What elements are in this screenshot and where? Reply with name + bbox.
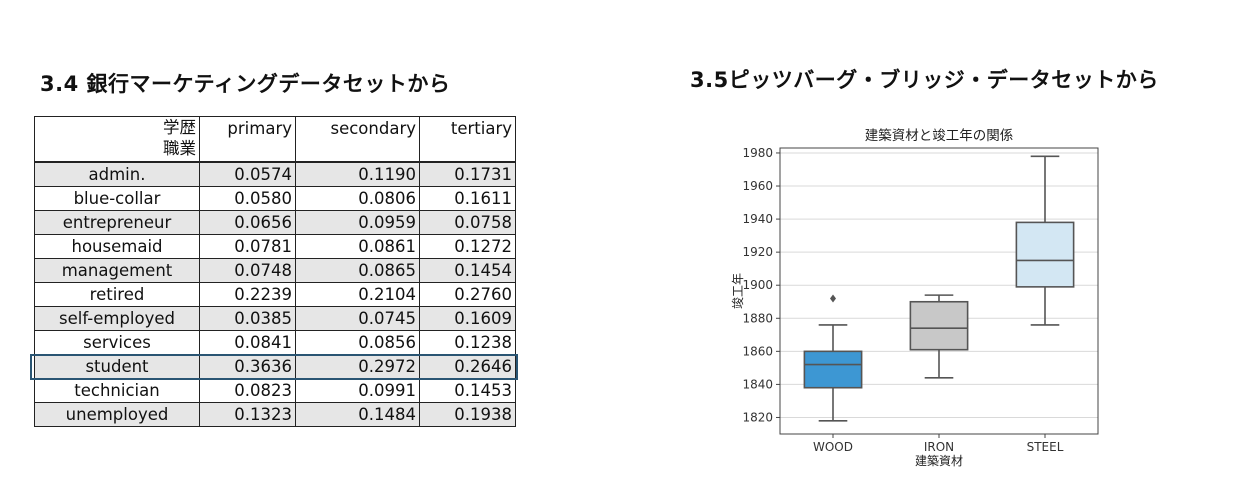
table-cell: 0.0385: [199, 306, 296, 331]
right-section-title: 3.5ピッツバーグ・ブリッジ・データセットから: [690, 68, 1159, 92]
table-cell: 0.1238: [419, 330, 516, 355]
table-cell: 0.1454: [419, 258, 516, 283]
left-section-title: 3.4 銀行マーケティングデータセットから: [40, 72, 451, 96]
x-tick-label: WOOD: [813, 440, 853, 454]
table-cell: 0.0806: [295, 186, 420, 211]
table-cell: 0.1609: [419, 306, 516, 331]
table-row: admin. 0.0574 0.1190 0.1731: [34, 161, 516, 187]
table-cell: 0.1453: [419, 378, 516, 403]
table-cell: 0.0841: [199, 330, 296, 355]
column-header-secondary: secondary: [295, 116, 420, 163]
table-row: self-employed 0.0385 0.0745 0.1609: [34, 306, 516, 331]
table-cell: 0.2760: [419, 282, 516, 307]
row-label: admin.: [34, 161, 200, 187]
table-row: services 0.0841 0.0856 0.1238: [34, 330, 516, 355]
table-cell: 0.0656: [199, 210, 296, 235]
table-cell: 0.1611: [419, 186, 516, 211]
table-cell: 0.0861: [295, 234, 420, 259]
table-row: retired 0.2239 0.2104 0.2760: [34, 282, 516, 307]
table-cell: 0.0745: [295, 306, 420, 331]
box-wood: [803, 350, 863, 389]
x-tick-label: STEEL: [1027, 440, 1064, 454]
row-label: housemaid: [34, 234, 200, 259]
table-cell: 0.2646: [419, 354, 516, 379]
table-cell: 0.0959: [295, 210, 420, 235]
row-label: management: [34, 258, 200, 283]
y-tick-label: 1880: [742, 311, 773, 325]
table-row: housemaid 0.0781 0.0861 0.1272: [34, 234, 516, 259]
education-occupation-table-wrap: 学歴 職業 primary secondary tertiary admin. 0…: [34, 116, 516, 427]
table-cell: 0.1323: [199, 402, 296, 427]
column-header-primary: primary: [199, 116, 296, 163]
table-row: entrepreneur 0.0656 0.0959 0.0758: [34, 210, 516, 235]
plot-area: [780, 148, 1098, 434]
chart-title: 建築資材と竣工年の関係: [865, 128, 1014, 144]
table-cell: 0.1190: [295, 161, 420, 187]
box-iron: [909, 300, 969, 351]
x-tick-label: IRON: [924, 440, 954, 454]
boxplot-chart: 1820 1840 1860 1880 1900 1920 1940 1960 1980 WOOD…: [730, 120, 1110, 480]
y-tick-label: 1920: [742, 245, 773, 259]
corner-education-label: 学歴: [163, 118, 196, 137]
y-tick-label: 1820: [742, 410, 773, 424]
table-cell: 0.0856: [295, 330, 420, 355]
x-axis-label: 建築資材: [915, 453, 963, 468]
table-cell: 0.0580: [199, 186, 296, 211]
row-label: blue-collar: [34, 186, 200, 211]
table-cell: 0.2239: [199, 282, 296, 307]
table-cell: 0.0758: [419, 210, 516, 235]
table-cell: 0.3636: [199, 354, 296, 379]
table-cell: 0.0865: [295, 258, 420, 283]
table-cell: 0.0574: [199, 161, 296, 187]
y-tick-label: 1940: [742, 212, 773, 226]
table-cell: 0.0991: [295, 378, 420, 403]
plot-frame: [779, 147, 1099, 435]
y-tick-label: 1960: [742, 179, 773, 193]
table-cell: 0.1484: [295, 402, 420, 427]
y-tick-label: 1860: [742, 344, 773, 358]
table-cell: 0.0748: [199, 258, 296, 283]
table-body: admin. 0.0574 0.1190 0.1731 blue-collar 0.058…: [34, 161, 516, 427]
table-cell: 0.0781: [199, 234, 296, 259]
table-row: blue-collar 0.0580 0.0806 0.1611: [34, 186, 516, 211]
box-steel: [1015, 221, 1075, 288]
row-label: entrepreneur: [34, 210, 200, 235]
corner-occupation-label: 職業: [163, 139, 196, 158]
table-cell: 0.1272: [419, 234, 516, 259]
table-row: unemployed 0.1323 0.1484 0.1938: [34, 402, 516, 427]
table-cell: 0.2104: [295, 282, 420, 307]
y-tick-label: 1900: [742, 278, 773, 292]
row-label: services: [34, 330, 200, 355]
row-label: student: [34, 354, 200, 379]
table-cell: 0.1938: [419, 402, 516, 427]
outlier-point: [830, 294, 836, 303]
row-label: self-employed: [34, 306, 200, 331]
row-label: retired: [34, 282, 200, 307]
y-tick-label: 1840: [742, 377, 773, 391]
table-row: student 0.3636 0.2972 0.2646: [34, 354, 516, 379]
table-row: management 0.0748 0.0865 0.1454: [34, 258, 516, 283]
table-header-row: 学歴 職業 primary secondary tertiary: [34, 116, 516, 163]
education-occupation-table: 学歴 職業 primary secondary tertiary admin. 0…: [34, 116, 516, 427]
table-row: technician 0.0823 0.0991 0.1453: [34, 378, 516, 403]
y-tick-label: 1980: [742, 146, 773, 160]
table-cell: 0.2972: [295, 354, 420, 379]
table-corner-cell: 学歴 職業: [34, 116, 200, 163]
boxplot-svg: 1820 1840 1860 1880 1900 1920 1940 1960 1980 WOOD…: [730, 128, 1099, 468]
table-cell: 0.0823: [199, 378, 296, 403]
y-axis-label: 竣工年: [730, 273, 745, 309]
column-header-tertiary: tertiary: [419, 116, 516, 163]
table-cell: 0.1731: [419, 161, 516, 187]
row-label: unemployed: [34, 402, 200, 427]
row-label: technician: [34, 378, 200, 403]
